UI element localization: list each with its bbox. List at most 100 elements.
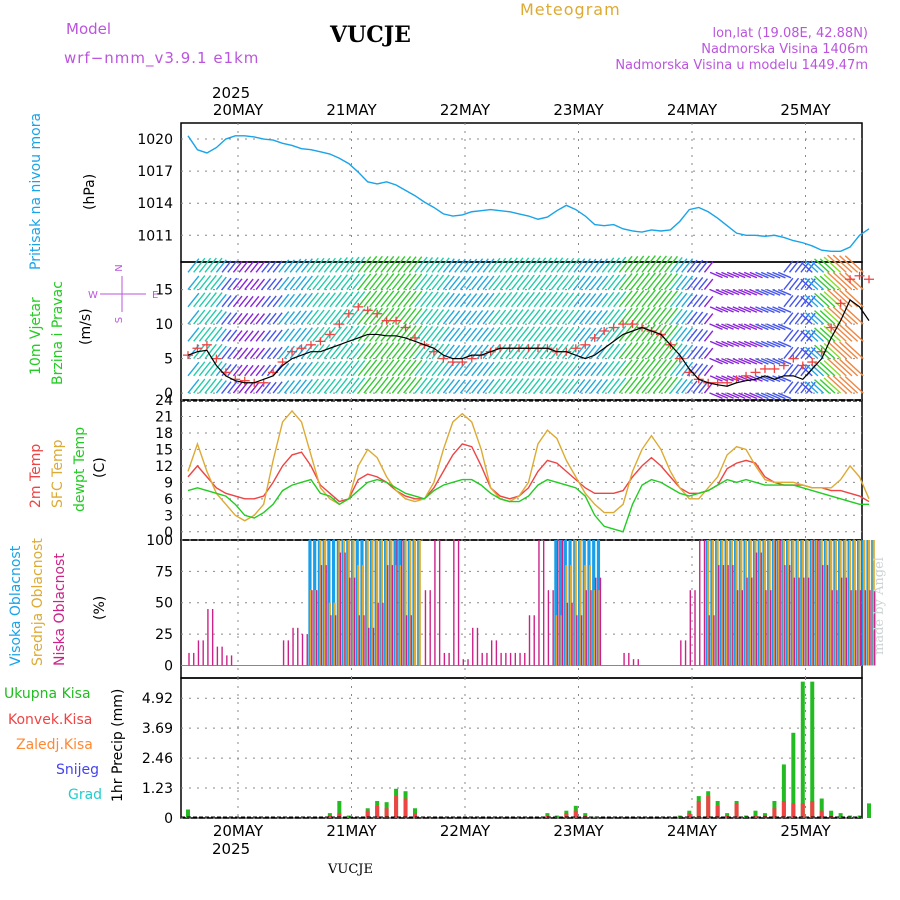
wind-barb [357,325,372,342]
wind-barb [261,295,272,308]
wind-barb [386,325,400,342]
wind-barb [505,309,518,325]
wind-barb [278,380,290,394]
wind-barb [567,257,580,273]
wind-barb [550,274,564,291]
wind-barb [459,379,472,394]
wind-barb [766,323,781,331]
wind-barb [278,259,290,273]
wind-barb [658,290,673,308]
wind-barb [749,357,763,365]
wind-barb [550,360,564,377]
wind-barb [669,274,683,291]
wind-barb [522,257,535,273]
wind-barb [596,275,609,291]
wind-barb [187,309,200,325]
wind-barb [726,340,740,348]
wind-barb [584,362,597,377]
wind-barb [686,328,698,342]
wind-barb [397,307,412,325]
wind-barb [766,392,781,400]
wind-barb [363,359,378,377]
date-label-bottom: 23MAY [553,822,604,840]
wind-barb [363,273,378,291]
wind-barb [635,341,650,360]
wind-barb [721,288,734,296]
wind-barb [823,342,842,360]
wind-barb [721,357,734,365]
wind-barb [363,342,378,360]
wind-barb [363,324,378,342]
wind-barb [210,378,223,394]
wind-barb [300,258,313,273]
wind-barb [380,255,395,273]
wind-barb [533,274,547,291]
wind-barb [760,357,775,365]
compass-west: W [88,290,98,301]
wind-barb [804,381,819,394]
wind-barb [635,289,650,308]
wind-barb [442,275,455,291]
wind-barb [641,289,656,308]
wind-barb [295,275,307,291]
wind-barb [652,289,667,308]
wind-barb [755,306,769,313]
wind-barb [425,326,439,342]
wind-barb [459,344,472,360]
wind-barb [476,275,489,291]
wind-barb [755,357,769,365]
wind-barb [352,273,366,291]
wind-barb [703,295,714,308]
wind-barb [658,324,673,342]
cloud-label-low: Niska Oblacnost [52,553,68,666]
wind-barb [681,309,694,325]
wind-barb [800,261,813,273]
wind-barb [721,375,734,382]
wind-barb [215,328,227,342]
wind-barb [567,326,580,342]
wind-barb [630,376,645,394]
wind-barb [198,292,212,308]
wind-barb [675,309,688,325]
wind-barb [715,375,729,382]
wind-barb [658,255,673,273]
wind-barb [755,271,769,279]
wind-barb [459,293,472,308]
wind-barb [278,293,290,308]
wind-barb [232,347,243,360]
precip-bar-total [583,813,588,818]
wind-barb [335,343,348,360]
wind-barb [420,257,434,273]
wind-barb [369,307,383,325]
wind-barb [215,276,227,291]
wind-barb [800,347,813,360]
wind-barb [312,378,325,394]
wind-barb [357,307,372,325]
wind-barb [635,272,650,291]
wind-barb [465,362,478,377]
wind-barb [414,273,428,291]
wind-barb [749,288,763,296]
wind-barb [210,257,223,273]
wind-barb [420,308,434,325]
wind-barb [323,292,336,308]
wind-barb [819,344,836,360]
wind-barb [819,361,836,377]
wind-barb [306,275,319,291]
wind-barb [823,377,842,394]
precip-bar-total [346,815,351,818]
date-label-top: 25MAY [780,101,831,119]
wind-barb [431,309,445,325]
wind-barb [777,288,792,296]
wind-barb [323,309,336,325]
wind-barb [227,329,238,342]
wind-barb [607,291,620,308]
wind-barb [283,276,295,291]
wind-barb [408,307,423,325]
precip-bar-conv [337,813,342,818]
wind-barb [380,324,395,342]
tick-label: 0 [164,525,173,541]
wind-barb [743,306,758,313]
wind-barb [613,291,627,308]
tick-label: 3 [164,508,173,524]
